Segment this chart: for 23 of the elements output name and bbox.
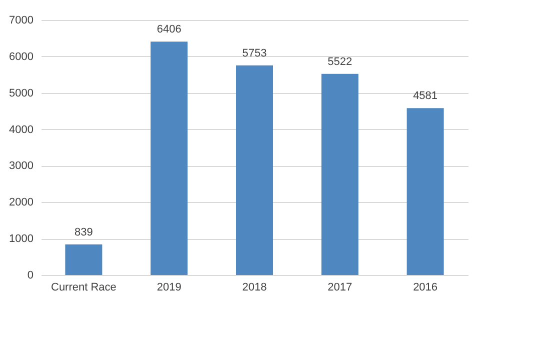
data-label: 5522 xyxy=(328,56,352,68)
y-tick-label: 0 xyxy=(27,270,34,282)
bar xyxy=(406,108,444,275)
x-tick-label: Current Race xyxy=(50,282,116,294)
data-label: 839 xyxy=(74,226,93,238)
y-tick-label: 2000 xyxy=(9,196,34,209)
x-tick-label: 2016 xyxy=(413,282,438,294)
data-label: 5753 xyxy=(242,47,267,60)
y-tick-label: 1000 xyxy=(9,233,34,246)
bar xyxy=(150,42,188,275)
x-tick-label: 2019 xyxy=(156,282,182,294)
x-tick-label: 2018 xyxy=(242,282,267,294)
bar xyxy=(65,244,102,275)
y-tick-label: 6000 xyxy=(9,50,34,63)
x-tick-label: 2017 xyxy=(328,282,352,294)
data-label: 6406 xyxy=(156,24,182,36)
y-tick-label: 4000 xyxy=(9,124,34,136)
bar xyxy=(236,65,273,275)
y-tick-label: 7000 xyxy=(9,14,34,26)
y-tick-label: 3000 xyxy=(9,160,34,172)
data-label: 4581 xyxy=(413,90,438,102)
bar xyxy=(321,74,358,275)
y-tick-label: 5000 xyxy=(9,87,34,100)
